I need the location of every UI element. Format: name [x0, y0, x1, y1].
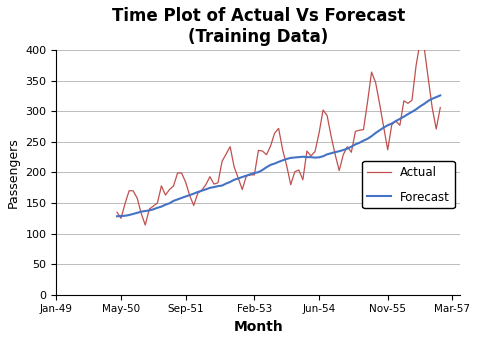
Forecast: [377, 128, 382, 132]
Actual: [397, 123, 402, 128]
Actual: [114, 210, 120, 214]
Actual: [357, 128, 362, 132]
Actual: [437, 105, 443, 109]
Actual: [296, 168, 302, 172]
Actual: [417, 40, 423, 44]
Actual: [381, 125, 387, 129]
Actual: [142, 223, 148, 227]
Y-axis label: Passengers: Passengers: [7, 137, 20, 208]
Legend: Actual, Forecast: Actual, Forecast: [362, 161, 455, 208]
Line: Forecast: Forecast: [117, 95, 440, 216]
Actual: [320, 108, 326, 112]
Forecast: [353, 142, 358, 146]
Forecast: [114, 214, 120, 218]
Forecast: [437, 93, 443, 98]
Actual: [409, 98, 415, 102]
Title: Time Plot of Actual Vs Forecast
(Training Data): Time Plot of Actual Vs Forecast (Trainin…: [112, 7, 405, 46]
X-axis label: Month: Month: [234, 320, 283, 334]
Forecast: [405, 112, 411, 116]
Forecast: [292, 155, 298, 160]
Forecast: [393, 119, 399, 123]
Line: Actual: Actual: [117, 42, 440, 225]
Forecast: [316, 155, 322, 159]
